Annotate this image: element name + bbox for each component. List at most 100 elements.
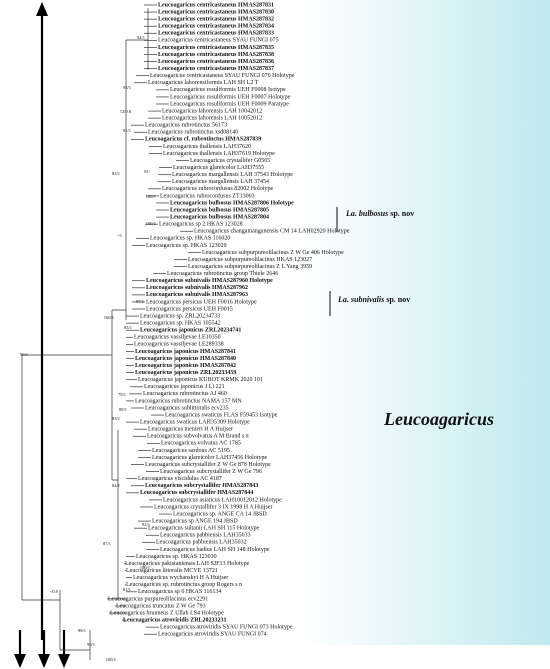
taxon-label: Leucoagaricus japonicus HMAS287841 (135, 349, 236, 355)
taxon-label: Leucoagaricus rubrotinctus xsd08140 (148, 130, 238, 136)
taxon-label: Leucoagaricus lahorensis LAH 10052012 (162, 115, 262, 121)
taxon-label: Leucoagaricus margallensis LAH 37454 (172, 179, 269, 185)
taxon-label: Leucoagaricus thallensis LAH37620 (163, 144, 251, 150)
taxon-label: Leucoagaricus pabbiensis LAH35032 (156, 540, 247, 546)
taxon-label: Leucoagaricus wychanskyi H A Huijser (133, 575, 228, 581)
taxon-label: Leucoagaricus subcrystallifer Z W Ge 878… (145, 461, 271, 468)
support-value: 90/1 (87, 642, 95, 647)
taxon-label: Leucoagaricus sp. HKAS 123029 (146, 243, 227, 249)
taxon-label: Leucoagaricus japonicus HMAS287842 (135, 363, 236, 369)
taxon-label: Leucoagaricus centricastaneus HMAS287831 (158, 2, 274, 8)
taxon-label: Leucoagaricus centricastaneus HMAS287836 (158, 59, 274, 65)
taxon-label: Leucoagaricus vassiljevae LE289338 (134, 342, 224, 348)
taxon-label: Leucoagaricus pakistaniensis LAH SJF13 H… (125, 561, 250, 567)
taxon-label: Leucoagaricus swaticus FLAS F59453 Isoty… (165, 412, 278, 418)
support-value: 82/1 (112, 171, 120, 176)
taxon-label: Leucoagaricus volvatus AC 1785 (161, 441, 241, 447)
taxon-label: Leucoagaricus centricastaneus HMAS287838 (158, 52, 274, 58)
taxon-label: Leucoagaricus badius LAH SH 148 Holotype (160, 547, 270, 553)
support-value: 97/1 (136, 299, 144, 304)
taxon-label: Leucoagaricus rubrotinctus AJ 460 (143, 391, 227, 397)
taxon-label: Leucoagaricus bulbosus HMAS287806 Holoty… (170, 200, 294, 206)
taxon-label: Leucoagaricus sp 2 HKAS 123028 (159, 222, 243, 228)
taxon-label: Leucoagaricus lahorensiformis LAH SH L2 … (148, 79, 259, 86)
taxon-label: Leucoagaricus subpurpureolilacinus Z W G… (202, 250, 344, 256)
taxon-label: Leucoagaricus atroviridis ZRL20233231 (123, 617, 227, 623)
support-value: 93/1 (123, 85, 131, 90)
taxon-label: Leucoagaricus subpurpureolilacinus HKAS … (188, 257, 312, 263)
taxon-label: Leucoagaricus asiaticus LAH10012012 Holo… (163, 497, 282, 503)
taxon-label: Leucoagaricus sp. rubrotinctus group Rog… (126, 582, 242, 588)
taxon-label: Leucoagaricus japonicus HMAS287840 (135, 356, 236, 362)
taxon-label: Leucoagaricus sp. HKAS 116020 (150, 236, 230, 242)
taxon-label: Leucoagaricus sp 6 HKAS 116134 (138, 589, 221, 595)
taxon-label: Leucoagaricus glareicolor LAH37456 Holot… (152, 455, 267, 461)
species-name: La. subnivalis (337, 295, 384, 304)
taxon-label: Leucoagaricus viscidulus AC 4187 (138, 476, 222, 482)
taxon-label: Leucoagaricus rubrotinctus 56173 (145, 123, 227, 129)
species-label: La. subnivalis sp. nov (337, 295, 410, 304)
support-value: 94/1 (137, 35, 145, 40)
taxon-label: Leucoagaricus sp. HKAS 123030 (136, 554, 217, 560)
tree-backbone (21, 4, 338, 660)
arrows (14, 2, 70, 668)
taxon-label: Leucoagaricus truncatus Z W Ge 793 (116, 603, 206, 609)
support-value: 100/1 (146, 194, 156, 199)
taxon-label: Leucoagaricus atroviridis SYAU FUNGI 074 (158, 632, 267, 638)
taxon-label: Leucoagaricus bulbosus HMAS287805 (170, 207, 269, 213)
taxon-label: Leucoagaricus crystallifer 3 IX 1998 H A… (154, 503, 272, 510)
taxon-label: Leucoagaricus subnivalis HMAS287962 (146, 285, 248, 291)
support-value: 87/1 (103, 541, 111, 546)
taxon-label: Leucoagaricus persicus UEH F0015 (146, 306, 233, 312)
taxon-label: Leucoagaricus vassiljevae LE10350 (134, 335, 221, 341)
taxon-label: Leucoagaricus japonicus ZRL20234741 (140, 328, 241, 334)
taxon-label: Leucoagaricus subnivalis HMAS287960 Holo… (146, 278, 273, 284)
taxon-label: Leucoagaricus littoralis MCVE 13721 (126, 568, 218, 574)
taxon-label: Leucoagaricus rosuliformis UEH F0009 Par… (170, 100, 289, 107)
taxon-label: Leucoagaricus sp. HKAS 105542 (140, 321, 221, 327)
taxon-label: Leucoagaricus glareicolor LAH37555 (173, 165, 264, 171)
taxon-label: Leucoagaricus centricastaneus HMAS287835 (158, 45, 274, 51)
taxon-label: Leucoagaricus sp. ZRL20234733 (140, 313, 220, 319)
taxon-label: Leucoagaricus rubroconfusus 82002 Holoty… (162, 185, 273, 192)
leaf-labels: Leucoagaricus centricastaneus HMAS287831… (108, 2, 350, 637)
taxon-label: Leucoagaricus centricastaneus SYAU FUNGI… (158, 38, 279, 44)
species-name: La. bulbosus (345, 209, 388, 218)
taxon-label: Leucoagaricus crystallifer G0565 (190, 157, 270, 164)
taxon-label: Leucoagaricus japonicus KUBOT KRMK 2020 … (138, 377, 263, 383)
taxon-label: Leucoagaricus centricastaneus HMAS287832 (158, 17, 274, 23)
support-value: 100/1 (146, 221, 156, 226)
species-suffix: sp. nov (390, 209, 414, 218)
taxon-label: Leucoagaricus sp. ANGE CA 14 JBSD (173, 511, 267, 517)
taxon-label: Leucoagaricus changamanganensis CM 14 LA… (194, 229, 350, 235)
taxon-label: Leucoagaricus rubroconfusus ZT13003 (160, 192, 255, 199)
taxon-label: Leucoagaricus swaticus LAH35309 Holotype (140, 420, 250, 426)
clade-shading (300, 0, 550, 645)
taxon-label: Leucoagaricus sardous AC 5195 (152, 448, 230, 454)
taxon-label: Leucoagaricus subvolvatus A M Brand s n (147, 434, 249, 440)
genus-label: Leucoagaricus (383, 409, 494, 429)
taxon-label: Leucoagaricus lahorensis LAH 10042012 (162, 108, 262, 114)
taxon-label: Leucoagaricus sultanii LAH SH 115 Holoty… (148, 526, 260, 532)
taxon-label: Leucoagaricus centricastaneus SYAU FUNGI… (150, 73, 295, 79)
support-value: 83/1 (112, 416, 120, 421)
support-value: 89/1 (119, 407, 127, 412)
taxon-label: Leucoagaricus rosuliformis UEH F0007 Hol… (170, 93, 291, 100)
taxon-label: Leucoagaricus bulbosus HMAS287804 (170, 214, 269, 220)
support-values: 94/1 93/1 72/0.8 81/1 82/1 81/100/1 100/1 -/1 97… (20, 35, 156, 662)
support-value: -/1 (117, 233, 122, 238)
support-value: 83/1 (124, 325, 132, 330)
support-value: 81/1 (123, 587, 131, 592)
support-value: 81/ (144, 169, 151, 174)
taxon-label: Leucoagaricus sublittoralis ecv235 (145, 405, 229, 411)
taxon-label: Leucoagaricus brunneus Z Ullah LS4 Holot… (110, 610, 224, 616)
taxon-label: Leucoagaricus subcrystallifer Z W Ge 796 (160, 468, 262, 475)
support-value: 84/1 (112, 483, 120, 488)
taxon-label: Leucoagaricus japonicus ZRL20233459 (135, 370, 236, 376)
taxon-label: Leucoagaricus rubrotinctus NAMA 157 MN (135, 398, 242, 404)
taxon-label: Leucoagaricus subnivalis HMAS287963 (146, 292, 248, 298)
taxon-label: Leucoagaricus rubrotinctus group Thiele … (167, 271, 278, 277)
taxon-label: Leucoagaricus thallensis LAH37619 Holoty… (163, 151, 275, 157)
taxon-label: Leucoagaricus centricastaneus HMAS287834 (158, 24, 274, 30)
